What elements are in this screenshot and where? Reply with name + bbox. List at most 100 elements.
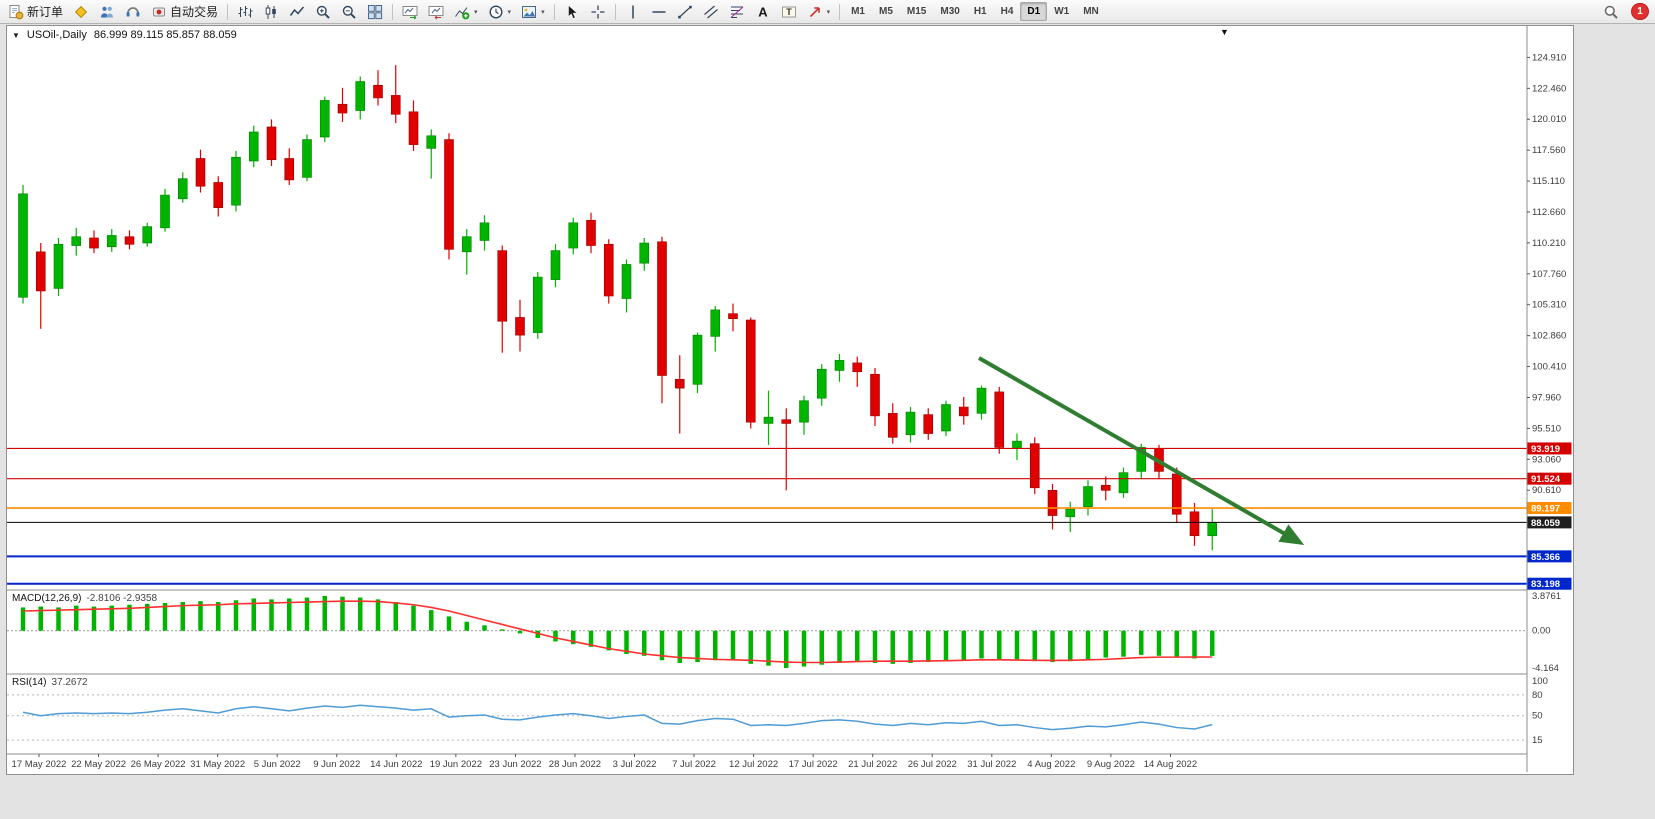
price-axis-label: 110.210 (1532, 238, 1566, 249)
date-axis-label: 23 Jun 2022 (489, 759, 541, 770)
cursor-button[interactable] (560, 2, 584, 22)
community-button[interactable] (95, 2, 119, 22)
date-axis-label: 31 May 2022 (190, 759, 245, 770)
price-axis-label: 100.410 (1532, 362, 1566, 373)
ohlc-values: 86.999 89.115 85.857 88.059 (93, 29, 237, 41)
fibonacci-button[interactable] (725, 2, 749, 22)
svg-text:89.197: 89.197 (1531, 504, 1560, 515)
period-icon (488, 4, 504, 20)
price-axis[interactable]: 124.910 122.460 120.010 117.560 115.110 112.6… (1527, 52, 1572, 590)
support-icon (125, 4, 141, 20)
new-order-icon (8, 4, 24, 20)
candles-layer (18, 65, 1218, 551)
collapse-caret-icon[interactable]: ▼ (12, 30, 20, 40)
price-tag (1527, 502, 1572, 515)
date-axis-label: 17 May 2022 (12, 759, 67, 770)
new-order-button[interactable]: 新订单 (4, 2, 67, 22)
rsi-axis-label: 15 (1532, 735, 1543, 746)
timeframe-w1-button[interactable]: W1 (1054, 6, 1070, 17)
date-axis-label: 7 Jul 2022 (672, 759, 716, 770)
chart-shift-button[interactable] (424, 2, 448, 22)
channel-button[interactable] (699, 2, 723, 22)
timeframe-m5-button[interactable]: M5 (879, 6, 893, 17)
date-axis-label: 14 Aug 2022 (1144, 759, 1197, 770)
macd-name: MACD(12,26,9) (12, 593, 82, 604)
date-axis-label: 12 Jul 2022 (729, 759, 778, 770)
price-axis-label: 95.510 (1532, 423, 1561, 434)
candlestick-icon (263, 4, 279, 20)
timeframe-d1-button[interactable]: D1 (1020, 2, 1048, 21)
new-order-button-label: 新订单 (27, 5, 64, 19)
vertical-line-button[interactable] (621, 2, 645, 22)
crosshair-icon (590, 4, 606, 20)
price-axis-label: 93.060 (1532, 454, 1561, 465)
channel-icon (703, 4, 719, 20)
search-icon[interactable] (1599, 2, 1623, 22)
svg-text:83.198: 83.198 (1531, 579, 1560, 590)
chevron-down-icon: ▾ (507, 8, 512, 16)
label-button[interactable]: T (777, 2, 801, 22)
candlestick-button[interactable] (259, 2, 283, 22)
svg-text:91.524: 91.524 (1531, 474, 1561, 485)
rsi-axis-label: 80 (1532, 690, 1543, 701)
price-axis-label: 107.760 (1532, 269, 1566, 280)
rsi-values: 37.2672 (51, 677, 88, 688)
toolbar-separator (553, 3, 555, 20)
zoom-in-button[interactable] (311, 2, 335, 22)
main-toolbar: 新订单 自动交易 ▾ ▾ ▾ A T ▾ M1 M5 M15 M30 H1 H4 D1 W1 MN 1 (0, 0, 1655, 24)
cursor-icon (564, 4, 580, 20)
tile-windows-button[interactable] (363, 2, 387, 22)
trend-arrow[interactable] (978, 356, 1305, 545)
arrows-icon (807, 4, 823, 20)
rsi-label: RSI(14) 37.2672 (12, 677, 88, 688)
rsi-axis-label: 100 (1532, 676, 1548, 687)
trendline-button[interactable] (673, 2, 697, 22)
line-chart-button[interactable] (285, 2, 309, 22)
metaeditor-button[interactable] (69, 2, 93, 22)
arrows-button[interactable]: ▾ (803, 2, 835, 22)
macd-signal-line (22, 600, 1213, 664)
price-tag (1527, 442, 1572, 455)
timeframe-mn-button[interactable]: MN (1083, 6, 1099, 17)
svg-text:88.059: 88.059 (1531, 518, 1560, 529)
price-axis-label: 115.110 (1532, 176, 1565, 187)
trendline-icon (677, 4, 693, 20)
price-axis-label: 120.010 (1532, 114, 1566, 125)
price-axis-label: 124.910 (1532, 52, 1566, 63)
notification-badge[interactable]: 1 (1632, 4, 1648, 19)
date-axis-label: 26 Jul 2022 (908, 759, 957, 770)
timeframe-m30-button[interactable]: M30 (940, 6, 960, 17)
price-axis-label: 97.960 (1532, 392, 1561, 403)
date-axis-label: 21 Jul 2022 (848, 759, 897, 770)
scroll-to-end-marker[interactable]: ▼ (1220, 27, 1229, 37)
timeframe-m15-button[interactable]: M15 (906, 6, 927, 17)
symbol-period-label: USOil-,Daily (26, 29, 87, 41)
toolbar-separator (392, 3, 394, 20)
autotrading-button-label: 自动交易 (170, 5, 219, 19)
chart-canvas[interactable]: 124.910 122.460 120.010 117.560 115.110 112.6… (7, 26, 1573, 774)
date-axis-label: 5 Jun 2022 (254, 759, 301, 770)
chart-shift-icon (428, 4, 444, 20)
horizontal-line-button[interactable] (647, 2, 671, 22)
date-axis-label: 19 Jun 2022 (430, 759, 482, 770)
chart-window: ▼ USOil-,Daily 86.999 89.115 85.857 88.0… (6, 25, 1574, 775)
bar-chart-button[interactable] (233, 2, 257, 22)
indicators-button[interactable]: ▾ (450, 2, 482, 22)
zoom-in-icon (315, 4, 331, 20)
price-axis-label: 102.860 (1532, 331, 1566, 342)
crosshair-button[interactable] (586, 2, 610, 22)
price-tag (1527, 516, 1572, 529)
price-axis-label: 122.460 (1532, 83, 1566, 94)
templates-button[interactable]: ▾ (517, 2, 549, 22)
text-button[interactable]: A (751, 2, 775, 22)
zoom-out-button[interactable] (337, 2, 361, 22)
timeframe-m1-button[interactable]: M1 (851, 6, 865, 17)
support-button[interactable] (121, 2, 145, 22)
periods-button[interactable]: ▾ (484, 2, 516, 22)
timeframe-h1-button[interactable]: H1 (973, 6, 987, 17)
zoom-out-icon (341, 4, 357, 20)
auto-scroll-button[interactable] (398, 2, 422, 22)
timeframe-h4-button[interactable]: H4 (1000, 6, 1014, 17)
date-axis[interactable]: 17 May 2022 22 May 2022 26 May 2022 31 May … (12, 754, 1198, 770)
autotrading-button[interactable]: 自动交易 (147, 2, 222, 22)
